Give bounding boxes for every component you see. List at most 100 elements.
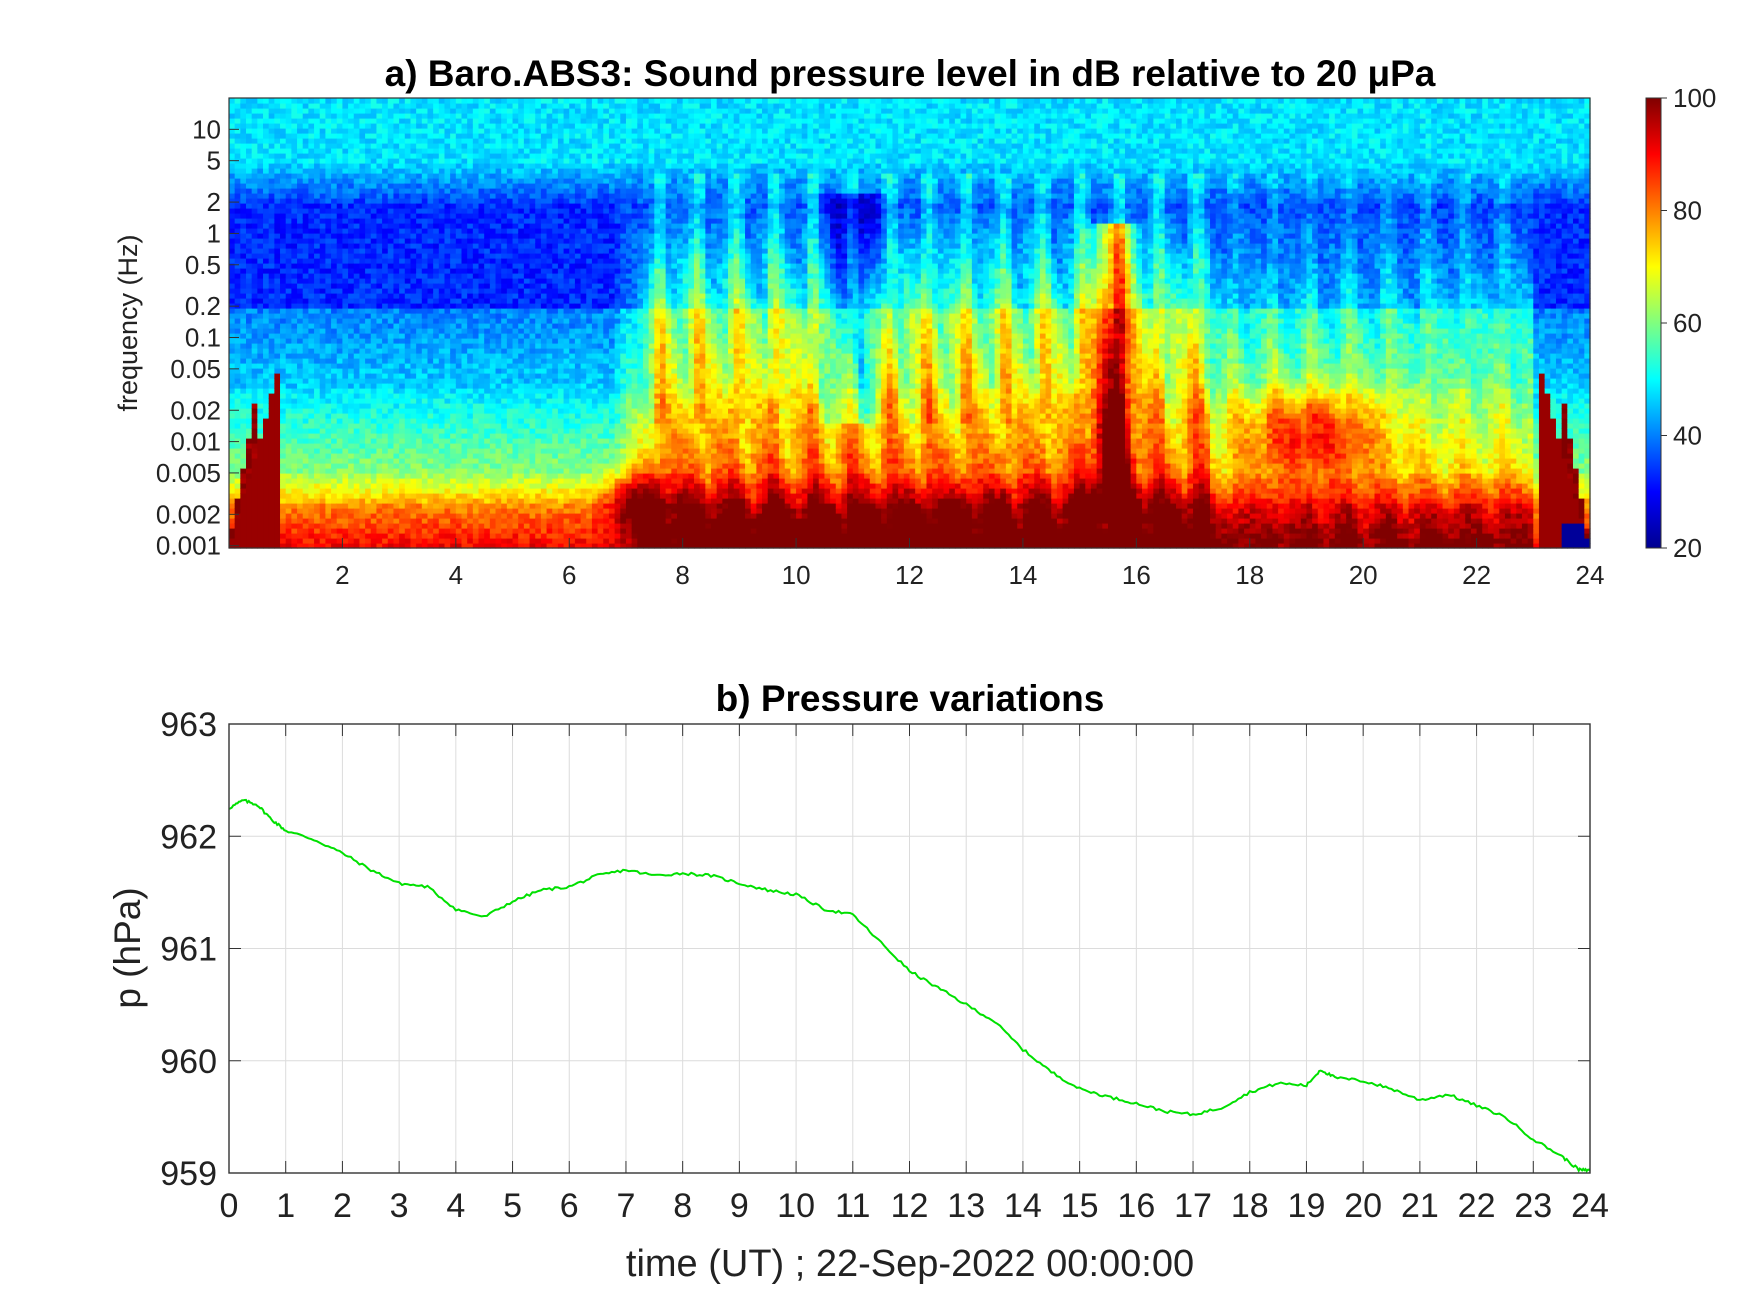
spectrogram-cell bbox=[274, 463, 280, 469]
spectrogram-cell bbox=[325, 363, 331, 369]
spectrogram-cell bbox=[342, 198, 348, 204]
spectrogram-cell bbox=[325, 183, 331, 189]
spectrogram-cell bbox=[286, 303, 292, 309]
spectrogram-cell bbox=[252, 518, 258, 524]
spectrogram-cell bbox=[303, 423, 309, 429]
spectrogram-cell bbox=[257, 518, 263, 524]
spectrogram-cell bbox=[280, 113, 286, 119]
spectrogram-cell bbox=[263, 198, 269, 204]
spectrogram-cell bbox=[257, 388, 263, 394]
spectrogram-cell bbox=[320, 533, 326, 539]
spectrogram-cell bbox=[229, 518, 235, 524]
spectrogram-cell bbox=[314, 318, 320, 324]
spectrogram-cell bbox=[297, 153, 303, 159]
spectrogram-cell bbox=[320, 108, 326, 114]
spectrogram-cell bbox=[308, 178, 314, 184]
spectrogram-cell bbox=[342, 118, 348, 124]
spectrogram-cell bbox=[229, 463, 235, 469]
spectrogram-cell bbox=[337, 473, 343, 479]
spectrogram-cell bbox=[320, 283, 326, 289]
spectrogram-cell bbox=[280, 208, 286, 214]
spectrogram-cell bbox=[325, 303, 331, 309]
spectrogram-cell bbox=[263, 378, 269, 384]
spectrogram-cell bbox=[354, 168, 360, 174]
spectrogram-cell bbox=[331, 508, 337, 514]
spectrogram-cell bbox=[269, 328, 275, 334]
spectrogram-cell bbox=[325, 528, 331, 534]
spectrogram-cell bbox=[240, 498, 246, 504]
spectrogram-cell bbox=[252, 413, 258, 419]
spectrogram-cell bbox=[274, 238, 280, 244]
spectrogram-cell bbox=[280, 198, 286, 204]
spectrogram-cell bbox=[252, 108, 258, 114]
spectrogram-cell bbox=[314, 333, 320, 339]
spectrogram-cell bbox=[235, 278, 241, 284]
spectrogram-cell bbox=[263, 248, 269, 254]
spectrogram-cell bbox=[331, 178, 337, 184]
spectrogram-cell bbox=[342, 183, 348, 189]
spectrogram-cell bbox=[280, 283, 286, 289]
spectrogram-cell bbox=[263, 523, 269, 529]
spectrogram-cell bbox=[331, 273, 337, 279]
spectrogram-cell bbox=[263, 203, 269, 209]
spectrogram-cell bbox=[235, 198, 241, 204]
spectrogram-cell bbox=[314, 293, 320, 299]
spectrogram-cell bbox=[337, 138, 343, 144]
spectrogram-cell bbox=[229, 133, 235, 139]
spectrogram-cell bbox=[354, 348, 360, 354]
spectrogram-cell bbox=[320, 338, 326, 344]
spectrogram-cell bbox=[337, 513, 343, 519]
spectrogram-cell bbox=[342, 448, 348, 454]
spectrogram-cell bbox=[229, 328, 235, 334]
spectrogram-cell bbox=[246, 213, 252, 219]
spectrogram-cell bbox=[325, 438, 331, 444]
spectrogram-cell bbox=[291, 253, 297, 259]
spectrogram-cell bbox=[229, 343, 235, 349]
spectrogram-cell bbox=[280, 108, 286, 114]
spectrogram-cell bbox=[342, 148, 348, 154]
spectrogram-cell bbox=[291, 358, 297, 364]
spectrogram-cell bbox=[291, 233, 297, 239]
spectrogram-cell bbox=[342, 208, 348, 214]
spectrogram-cell bbox=[325, 343, 331, 349]
spectrogram-cell bbox=[348, 443, 354, 449]
spectrogram-cell bbox=[229, 283, 235, 289]
spectrogram-cell bbox=[235, 118, 241, 124]
spectrogram-cell bbox=[348, 498, 354, 504]
spectrogram-cell bbox=[263, 258, 269, 264]
spectrogram-cell bbox=[286, 313, 292, 319]
spectrogram-cell bbox=[286, 383, 292, 389]
spectrogram-cell bbox=[337, 163, 343, 169]
spectrogram-cell bbox=[303, 493, 309, 499]
spectrogram-cell bbox=[297, 133, 303, 139]
spectrogram-cell bbox=[252, 198, 258, 204]
spectrogram-cell bbox=[257, 478, 263, 484]
spectrogram-cell bbox=[257, 373, 263, 379]
spectrogram-cell bbox=[257, 453, 263, 459]
spectrogram-cell bbox=[354, 498, 360, 504]
spectrogram-cell bbox=[320, 328, 326, 334]
spectrogram-cell bbox=[348, 398, 354, 404]
spectrogram-cell bbox=[303, 188, 309, 194]
spectrogram-cell bbox=[331, 528, 337, 534]
spectrogram-cell bbox=[235, 448, 241, 454]
spectrogram-cell bbox=[337, 443, 343, 449]
spectrogram-cell bbox=[359, 278, 365, 284]
spectrogram-cell bbox=[240, 493, 246, 499]
spectrogram-cell bbox=[240, 433, 246, 439]
spectrogram-cell bbox=[342, 443, 348, 449]
spectrogram-cell bbox=[252, 278, 258, 284]
spectrogram-cell bbox=[240, 328, 246, 334]
spectrogram-cell bbox=[331, 293, 337, 299]
spectrogram-cell bbox=[354, 303, 360, 309]
spectrogram-cell bbox=[297, 243, 303, 249]
spectrogram-cell bbox=[297, 533, 303, 539]
spectrogram-cell bbox=[314, 103, 320, 109]
spectrogram-cell bbox=[286, 398, 292, 404]
spectrogram-cell bbox=[314, 233, 320, 239]
spectrogram-cell bbox=[286, 123, 292, 129]
spectrogram-cell bbox=[348, 533, 354, 539]
spectrogram-cell bbox=[246, 128, 252, 134]
spectrogram-cell bbox=[342, 538, 348, 544]
spectrogram-cell bbox=[274, 203, 280, 209]
